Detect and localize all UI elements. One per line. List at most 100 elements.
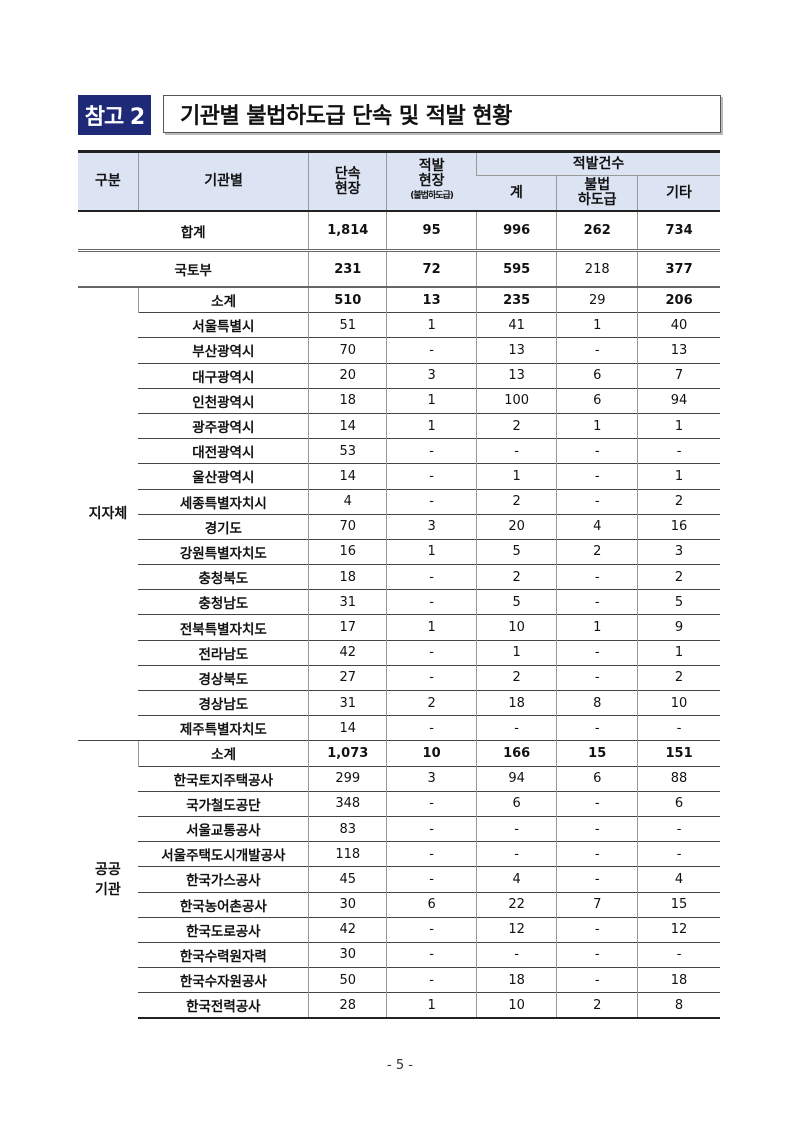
header-detected-sites: 적발 현장 (불법하도급) (386, 150, 477, 212)
cell: - (386, 715, 477, 741)
page-title: 기관별 불법하도급 단속 및 적발 현황 (163, 95, 721, 133)
cell: 1 (556, 412, 638, 439)
cell: 996 (475, 210, 557, 252)
row-label: 국토부 (78, 250, 309, 288)
header-other: 기타 (637, 175, 720, 212)
table-row: 강원특별자치도 16 1 5 2 3 (78, 538, 720, 565)
cell: 14 (308, 715, 387, 741)
cell: - (556, 463, 638, 489)
cell: - (556, 916, 638, 943)
cell: 2 (386, 689, 477, 716)
cell: - (386, 639, 477, 666)
cell: 18 (308, 564, 387, 590)
cell: 2 (475, 412, 557, 439)
cell: 1 (386, 538, 477, 565)
table-row: 인천광역시 18 1 100 6 94 (78, 387, 720, 414)
agency-name: 경상북도 (138, 664, 309, 691)
agency-name: 부산광역시 (138, 337, 309, 364)
cell: - (556, 639, 638, 666)
cell: - (556, 715, 638, 741)
cell: 16 (637, 513, 720, 540)
table-row: 한국토지주택공사 299 3 94 6 88 (78, 765, 720, 792)
cell: 235 (475, 286, 557, 313)
header-inspected: 단속 현장 (308, 150, 387, 212)
cell: - (386, 438, 477, 464)
cell: 1 (386, 614, 477, 641)
table-row: 대전광역시 53- - - - (78, 438, 720, 464)
agency-name: 서울특별시 (138, 312, 309, 338)
cell: 70 (308, 513, 387, 540)
cell: 118 (308, 841, 387, 867)
agency-name: 한국가스공사 (138, 866, 309, 892)
table-row: 한국가스공사 45-4-4 (78, 866, 720, 892)
header-detection-count: 적발건수 (475, 150, 720, 176)
cell: 3 (386, 765, 477, 792)
subtotal-row: 지자체 소계 510 13 235 29 206 (78, 286, 720, 741)
cell: - (386, 916, 477, 943)
table-row: 부산광역시 70-13-13 (78, 337, 720, 364)
cell: 595 (475, 250, 557, 288)
cell: 17 (308, 614, 387, 641)
cell: 42 (308, 916, 387, 943)
cell: 100 (475, 387, 557, 414)
cell: - (556, 589, 638, 615)
cell: 7 (637, 362, 720, 389)
cell: - (556, 337, 638, 364)
cell: 53 (308, 438, 387, 464)
ministry-row: 국토부 231 72 595 218 377 (78, 250, 720, 288)
table-row: 대구광역시 20 3 13 6 7 (78, 362, 720, 389)
cell: 15 (637, 891, 720, 918)
agency-name: 충청남도 (138, 589, 309, 615)
agency-name: 서울교통공사 (138, 815, 309, 842)
cell: - (556, 967, 638, 993)
cell: 22 (475, 891, 557, 918)
cell: 72 (386, 250, 477, 288)
cell: 18 (308, 387, 387, 414)
cell: 9 (637, 614, 720, 641)
cell: - (556, 790, 638, 817)
cell: 51 (308, 312, 387, 338)
cell: 45 (308, 866, 387, 892)
agency-name: 강원특별자치도 (138, 538, 309, 565)
cell: 70 (308, 337, 387, 364)
agency-name: 서울주택도시개발공사 (138, 841, 309, 867)
cell: 27 (308, 664, 387, 691)
cell: - (386, 967, 477, 993)
cell: - (637, 815, 720, 842)
cell: 1 (556, 614, 638, 641)
cell: 13 (637, 337, 720, 364)
cell: 20 (475, 513, 557, 540)
cell: 7 (556, 891, 638, 918)
cell: - (386, 589, 477, 615)
agency-name: 대구광역시 (138, 362, 309, 389)
cell: 41 (475, 312, 557, 338)
header-illegal-subcontract: 불법 하도급 (556, 175, 638, 212)
cell: 20 (308, 362, 387, 389)
cell: 5 (475, 538, 557, 565)
cell: 151 (637, 740, 720, 767)
agency-name: 전북특별자치도 (138, 614, 309, 641)
table-row: 경상남도 31 2 18 8 10 (78, 689, 720, 716)
cell: - (475, 941, 557, 968)
cell: 6 (556, 362, 638, 389)
cell: 377 (637, 250, 720, 288)
cell: - (556, 815, 638, 842)
cell: 4 (556, 513, 638, 540)
cell: 10 (386, 740, 477, 767)
cell: 2 (556, 992, 638, 1020)
agency-name: 한국전력공사 (138, 992, 309, 1020)
cell: 1,073 (308, 740, 387, 767)
cell: 348 (308, 790, 387, 817)
cell: - (386, 815, 477, 842)
cell: 2 (637, 488, 720, 515)
table-row: 한국수자원공사 50-18-18 (78, 967, 720, 993)
cell: 4 (475, 866, 557, 892)
agency-name: 국가철도공단 (138, 790, 309, 817)
agency-name: 세종특별자치시 (138, 488, 309, 515)
cell: 299 (308, 765, 387, 792)
table-row: 경기도 70 3 20 4 16 (78, 513, 720, 540)
agency-name: 한국수자원공사 (138, 967, 309, 993)
table-row: 울산광역시 14-1-1 (78, 463, 720, 489)
agency-name: 울산광역시 (138, 463, 309, 489)
cell: - (556, 841, 638, 867)
